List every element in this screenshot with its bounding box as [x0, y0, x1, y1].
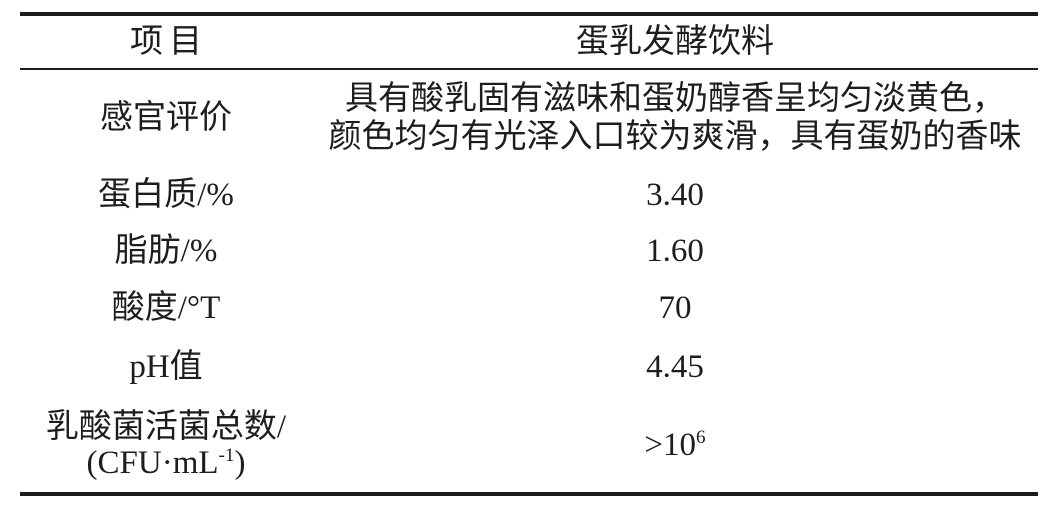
row-value: 70	[312, 279, 1038, 336]
table-row: 脂肪/% 1.60	[20, 223, 1038, 279]
row-value: 3.40	[312, 166, 1038, 223]
cell-line: 70	[658, 289, 692, 326]
row-label: 脂肪/%	[20, 223, 312, 279]
row-value: 1.60	[312, 223, 1038, 279]
table-row: 蛋白质/% 3.40	[20, 166, 1038, 223]
header-col-item: 项目	[130, 24, 208, 60]
cell-line: 1.60	[646, 233, 704, 269]
table-row: 乳酸菌活菌总数/(CFU·mL-1) >106	[20, 398, 1038, 492]
row-label: pH值	[20, 336, 312, 398]
table-body: 感官评价 具有酸乳固有滋味和蛋奶醇香呈均匀淡黄色， 颜色均匀有光泽入口较为爽滑，具有…	[20, 70, 1038, 492]
header-col-product: 蛋乳发酵饮料	[576, 24, 774, 60]
cell-line: 颜色均匀有光泽入口较为爽滑，具有蛋奶的香味	[328, 119, 1022, 155]
row-label: 感官评价	[20, 70, 312, 166]
row-label: 乳酸菌活菌总数/(CFU·mL-1)	[20, 398, 312, 492]
superscript: -1	[218, 445, 235, 466]
cell-line: 感官评价	[100, 100, 232, 136]
row-label: 蛋白质/%	[20, 166, 312, 223]
table-row: pH值 4.45	[20, 336, 1038, 398]
cell-line: >106	[644, 427, 706, 463]
cell-line: 蛋白质/%	[98, 176, 234, 213]
row-value: >106	[312, 398, 1038, 492]
row-value: 4.45	[312, 336, 1038, 398]
cell-line: 酸度/°T	[111, 289, 221, 326]
table-header-row: 项目 蛋乳发酵饮料	[20, 16, 1038, 70]
table-row: 酸度/°T 70	[20, 279, 1038, 336]
row-label: 酸度/°T	[20, 279, 312, 336]
cell-line: 具有酸乳固有滋味和蛋奶醇香呈均匀淡黄色，	[345, 81, 1005, 117]
data-table: 项目 蛋乳发酵饮料 感官评价 具有酸乳固有滋味和蛋奶醇香呈均匀淡黄色， 颜色均匀有光…	[20, 12, 1038, 496]
table-row: 感官评价 具有酸乳固有滋味和蛋奶醇香呈均匀淡黄色， 颜色均匀有光泽入口较为爽滑，具有…	[20, 70, 1038, 166]
row-value: 具有酸乳固有滋味和蛋奶醇香呈均匀淡黄色， 颜色均匀有光泽入口较为爽滑，具有蛋奶的香…	[312, 70, 1038, 166]
cell-line: 4.45	[646, 349, 704, 385]
cell-line: 乳酸菌活菌总数/	[45, 409, 287, 445]
cell-line: 脂肪/%	[114, 233, 218, 269]
cell-line: pH值	[129, 349, 203, 385]
cell-line: 3.40	[646, 176, 704, 213]
cell-line: (CFU·mL-1)	[86, 445, 246, 481]
superscript: 6	[696, 427, 706, 448]
